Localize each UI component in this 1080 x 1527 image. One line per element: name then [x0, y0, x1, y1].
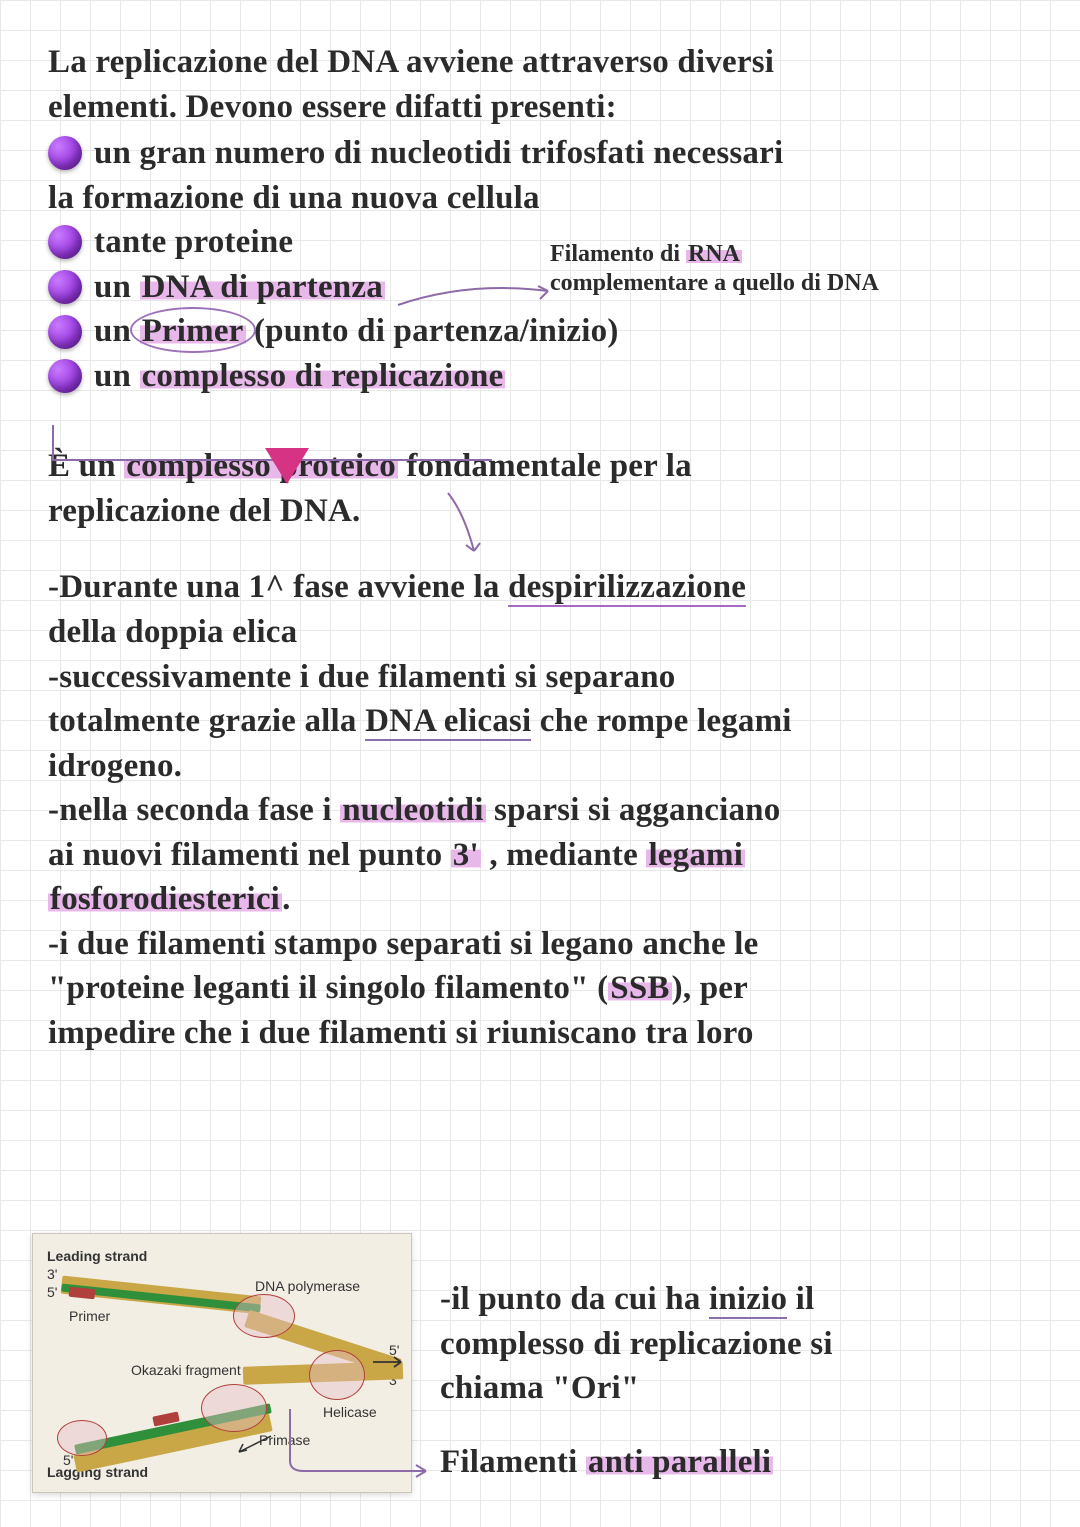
p4b: "proteine leganti il singolo filamento" …: [48, 966, 1032, 1011]
bullet-1b: la formazione di una nuova cellula: [48, 176, 1032, 221]
highlight-legami: legami: [646, 837, 745, 873]
underline-inizio: inizio: [709, 1281, 787, 1319]
text: ), per: [672, 970, 748, 1006]
text: Filamenti: [440, 1444, 586, 1480]
intro-line-2: elementi. Devono essere difatti presenti…: [48, 85, 1032, 130]
underline-despirilizzazione: despirilizzazione: [508, 569, 746, 607]
text: sparsi si agganciano: [486, 792, 781, 828]
arrow-to-annotation: [398, 285, 558, 315]
bullet-4: un Primer (punto di partenza/inizio): [94, 309, 619, 354]
arrow-small-icon: [233, 1432, 277, 1458]
p2a: -successivamente i due filamenti si sepa…: [48, 655, 1032, 700]
right-note: -il punto da cui ha inizio il complesso …: [440, 1277, 1044, 1411]
triangle-down-icon: [265, 448, 309, 484]
polymerase-blob: [233, 1294, 295, 1338]
text: .: [282, 881, 290, 917]
bullet-1a: un gran numero di nucleotidi trifosfati …: [94, 131, 783, 176]
text: totalmente grazie alla: [48, 703, 365, 739]
label-3prime: 3': [47, 1266, 57, 1282]
highlight-fosforodiesterici: fosforodiesterici: [48, 881, 282, 917]
text: -nella seconda fase i: [48, 792, 340, 828]
highlight-ssb: SSB: [608, 970, 671, 1006]
highlight-primer: Primer: [140, 313, 246, 349]
bullet-3: un DNA di partenza: [94, 265, 385, 310]
label-polymerase: DNA polymerase: [255, 1278, 360, 1294]
page-content: La replicazione del DNA avviene attraver…: [0, 0, 1080, 1055]
right-l3: chiama "Ori": [440, 1366, 1044, 1411]
p2b: totalmente grazie alla DNA elicasi che r…: [48, 699, 1032, 744]
highlight-3prime: 3': [451, 837, 481, 873]
right-l2: complesso di replicazione si: [440, 1322, 1044, 1367]
highlight-nucleotidi: nucleotidi: [340, 792, 485, 828]
bullet-icon: [48, 359, 82, 393]
p3a: -nella seconda fase i nucleotidi sparsi …: [48, 788, 1032, 833]
p1b: della doppia elica: [48, 610, 1032, 655]
text: che rompe legami: [531, 703, 791, 739]
highlight-dna-partenza: DNA di partenza: [140, 269, 385, 305]
bullet-icon: [48, 270, 82, 304]
bullet-5: un complesso di replicazione: [94, 354, 505, 399]
label-5prime: 5': [47, 1284, 57, 1300]
text: Filamento di: [550, 241, 686, 267]
text: -Durante una 1^ fase avviene la: [48, 569, 508, 605]
p4c: impedire che i due filamenti si riunisca…: [48, 1011, 1032, 1056]
p4a: -i due filamenti stampo separati si lega…: [48, 922, 1032, 967]
text: il: [787, 1281, 814, 1317]
highlight-complesso: complesso di replicazione: [140, 358, 506, 394]
annotation-line2: complementare a quello di DNA: [550, 270, 879, 296]
text: ai nuovi filamenti nel punto: [48, 837, 451, 873]
highlight-antiparalleli: anti paralleli: [586, 1444, 773, 1480]
text: , mediante: [481, 837, 647, 873]
label-leading-strand: Leading strand: [47, 1248, 147, 1264]
label-okazaki: Okazaki fragment: [131, 1362, 241, 1378]
section2-l2: replicazione del DNA.: [48, 489, 1032, 534]
p3c: fosforodiesterici.: [48, 877, 1032, 922]
bullet-2: tante proteine: [94, 220, 293, 265]
primase-blob: [201, 1384, 267, 1432]
bullet-icon: [48, 225, 82, 259]
bullet-icon: [48, 136, 82, 170]
label-primer: Primer: [69, 1308, 110, 1324]
intro-line-1: La replicazione del DNA avviene attraver…: [48, 40, 1032, 85]
text: un: [94, 269, 140, 305]
helicase-blob: [309, 1350, 365, 1400]
arrow-small-icon: [371, 1352, 407, 1372]
text: -il punto da cui ha: [440, 1281, 709, 1317]
primer-box: [69, 1287, 96, 1300]
arrow-down-icon: [440, 493, 500, 563]
p2c: idrogeno.: [48, 744, 1032, 789]
annotation-rna: Filamento di RNA complementare a quello …: [550, 240, 879, 298]
polymerase-blob-2: [57, 1420, 107, 1456]
text: "proteine leganti il singolo filamento" …: [48, 970, 608, 1006]
bottom-note: Filamenti anti paralleli: [440, 1440, 773, 1485]
bullet-icon: [48, 315, 82, 349]
underline-dna-elicasi: DNA elicasi: [365, 703, 531, 741]
highlight-rna: RNA: [686, 241, 742, 267]
arrow-to-bottom-note: [286, 1405, 436, 1485]
text: (punto di partenza/inizio): [246, 313, 619, 349]
text: replicazione del DNA.: [48, 493, 360, 529]
text: un: [94, 358, 140, 394]
p1a: -Durante una 1^ fase avviene la despiril…: [48, 565, 1032, 610]
p3b: ai nuovi filamenti nel punto 3' , median…: [48, 833, 1032, 878]
